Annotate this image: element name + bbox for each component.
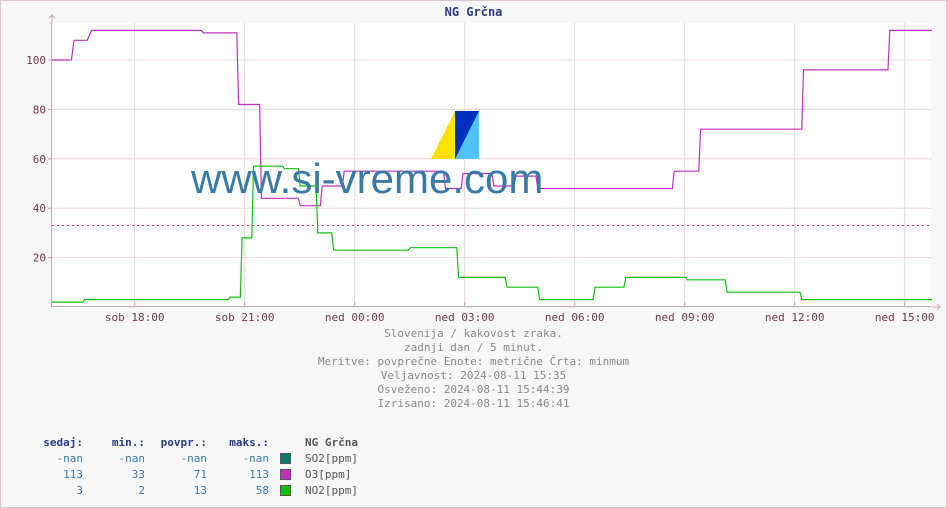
legend-header: povpr.:: [151, 435, 211, 449]
legend-value: 58: [213, 483, 273, 497]
svg-text:ned 12:00: ned 12:00: [765, 311, 825, 324]
svg-text:80: 80: [33, 103, 46, 116]
legend-value: 33: [89, 467, 149, 481]
chart-title: NG Grčna: [1, 5, 946, 19]
legend-value: 113: [27, 467, 87, 481]
legend-swatch: [280, 453, 291, 464]
legend-header: maks.:: [213, 435, 273, 449]
svg-text:sob 18:00: sob 18:00: [105, 311, 165, 324]
svg-text:20: 20: [33, 252, 46, 265]
caption-line: Osveženo: 2024-08-11 15:44:39: [1, 383, 946, 397]
svg-text:ned 00:00: ned 00:00: [325, 311, 385, 324]
caption-line: Veljavnost: 2024-08-11 15:35: [1, 369, 946, 383]
legend-swatch: [280, 485, 291, 496]
legend-value: 113: [213, 467, 273, 481]
legend-value: 2: [89, 483, 149, 497]
legend-header: min.:: [89, 435, 149, 449]
svg-text:ned 09:00: ned 09:00: [655, 311, 715, 324]
legend-value: -nan: [27, 451, 87, 465]
chart-caption-block: Slovenija / kakovost zraka.zadnji dan / …: [1, 327, 946, 411]
svg-text:40: 40: [33, 202, 46, 215]
legend-swatch: [280, 469, 291, 480]
legend-series-label: O3[ppm]: [301, 467, 421, 481]
legend-series-label: SO2[ppm]: [301, 451, 421, 465]
watermark-logo: [431, 111, 479, 159]
legend-series-label: NO2[ppm]: [301, 483, 421, 497]
svg-text:sob 21:00: sob 21:00: [215, 311, 275, 324]
legend-value: 71: [151, 467, 211, 481]
legend-location-header: NG Grčna: [301, 435, 421, 449]
legend-value: 13: [151, 483, 211, 497]
legend-header: sedaj:: [27, 435, 87, 449]
svg-text:ned 06:00: ned 06:00: [545, 311, 605, 324]
svg-text:100: 100: [26, 54, 46, 67]
legend-value: -nan: [151, 451, 211, 465]
svg-text:60: 60: [33, 153, 46, 166]
caption-line: Slovenija / kakovost zraka.: [1, 327, 946, 341]
svg-text:ned 15:00: ned 15:00: [875, 311, 935, 324]
watermark-text: www.si-vreme.com: [191, 155, 543, 203]
caption-line: zadnji dan / 5 minut.: [1, 341, 946, 355]
legend-value: 3: [27, 483, 87, 497]
caption-line: Meritve: povprečne Enote: metrične Črta:…: [1, 355, 946, 369]
legend-table: sedaj:min.:povpr.:maks.:NG Grčna-nan-nan…: [25, 433, 423, 499]
legend-value: -nan: [213, 451, 273, 465]
caption-line: Izrisano: 2024-08-11 15:46:41: [1, 397, 946, 411]
svg-text:ned 03:00: ned 03:00: [435, 311, 495, 324]
legend-value: -nan: [89, 451, 149, 465]
